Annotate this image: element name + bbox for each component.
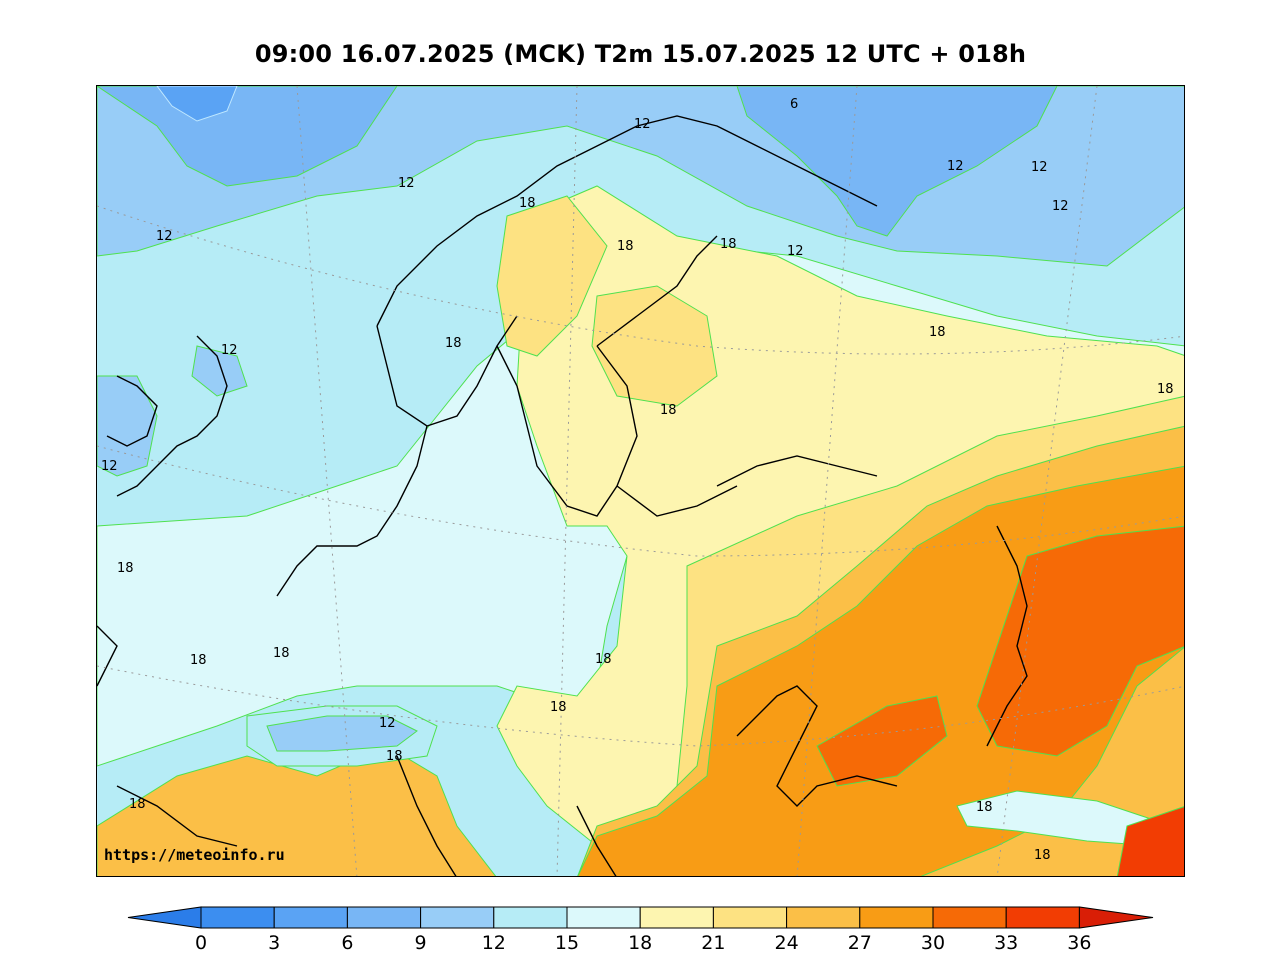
- contour-label: 12: [1031, 160, 1048, 175]
- legend-tick-label: 18: [628, 932, 652, 954]
- legend-tick-label: 33: [994, 932, 1018, 954]
- contour-label: 18: [117, 561, 134, 576]
- contour-label: 12: [379, 716, 396, 731]
- band-3-6-svalbard: [156, 86, 238, 122]
- band-30-33-caspian: [976, 525, 1184, 757]
- legend-swatch: [420, 906, 495, 929]
- legend-tick-label: 15: [555, 932, 579, 954]
- contour-label: 12: [221, 343, 238, 358]
- contour-label: 18: [550, 700, 567, 715]
- legend-swatch: [273, 906, 348, 929]
- contour-label: 18: [129, 797, 146, 812]
- legend-swatch: [712, 906, 788, 929]
- contour-label: 12: [947, 159, 964, 174]
- legend-tick-label: 36: [1067, 932, 1091, 954]
- contour-label: 18: [595, 652, 612, 667]
- legend-tick-label: 24: [775, 932, 799, 954]
- contour-label: 18: [1034, 848, 1051, 863]
- graticule: [97, 86, 1184, 876]
- contour-label: 12: [634, 117, 651, 132]
- legend-tick-label: 12: [482, 932, 506, 954]
- band-21-24-finland: [591, 285, 718, 407]
- contour-label: 18: [929, 325, 946, 340]
- contour-label: 12: [101, 459, 118, 474]
- legend-tick-label: 27: [848, 932, 872, 954]
- contour-label: 18: [519, 196, 536, 211]
- legend-under-arrow: [127, 906, 202, 929]
- legend-swatch: [932, 906, 1007, 929]
- band-30-33-lowervolga: [816, 695, 948, 787]
- contour-label: 12: [1052, 199, 1069, 214]
- contour-label: 18: [445, 336, 462, 351]
- map-canvas: 6 12 12 12 12 12 12 12 12 12 12 18 18 18…: [97, 86, 1184, 876]
- band-33-36-southeast: [1116, 806, 1184, 876]
- contour-label: 12: [787, 244, 804, 259]
- map-title: 09:00 16.07.2025 (MCK) T2m 15.07.2025 12…: [254, 40, 1027, 68]
- legend-swatch: [566, 906, 641, 929]
- legend-tick-label: 3: [268, 932, 280, 954]
- legend-tick-label: 0: [195, 932, 207, 954]
- contour-label: 18: [976, 800, 993, 815]
- contour-label: 18: [660, 403, 677, 418]
- contour-label: 18: [190, 653, 207, 668]
- band-9-12-britain: [97, 375, 158, 477]
- legend-tick-label: 21: [701, 932, 725, 954]
- legend-swatch: [859, 906, 934, 929]
- temperature-map: 6 12 12 12 12 12 12 12 12 12 12 18 18 18…: [96, 85, 1185, 877]
- band-24-27-southwest: [97, 745, 497, 876]
- contour-label: 18: [386, 749, 403, 764]
- contour-label: 18: [273, 646, 290, 661]
- contour-label: 12: [156, 229, 173, 244]
- legend-over-arrow: [1078, 906, 1154, 929]
- band-6-9-norwegiansea: [97, 86, 398, 187]
- legend-swatch: [1005, 906, 1080, 929]
- contour-label: 6: [790, 97, 798, 112]
- legend-swatch: [200, 906, 275, 929]
- contour-labels: 6 12 12 12 12 12 12 12 12 12 12 18 18 18…: [101, 97, 1174, 863]
- source-watermark[interactable]: https://meteoinfo.ru: [104, 846, 285, 864]
- legend-swatch: [786, 906, 861, 929]
- legend-tick-label: 9: [415, 932, 427, 954]
- legend-swatch: [639, 906, 714, 929]
- contour-label: 18: [617, 239, 634, 254]
- legend-swatch: [346, 906, 422, 929]
- legend-tick-label: 30: [921, 932, 945, 954]
- band-6-9-barents: [736, 86, 1058, 237]
- coastlines: [97, 115, 1028, 876]
- legend-tick-label: 6: [341, 932, 353, 954]
- legend-swatch: [493, 906, 568, 929]
- contour-label: 12: [398, 176, 415, 191]
- contour-label: 18: [1157, 382, 1174, 397]
- color-legend: 0 3 6 9 12 15 18 21 24 27 30 33 36: [127, 906, 1154, 954]
- band-9-12-scotland: [191, 345, 248, 397]
- contour-label: 18: [720, 237, 737, 252]
- band-9-12-alps: [266, 715, 418, 752]
- band-21-24-scandinavia: [496, 195, 608, 357]
